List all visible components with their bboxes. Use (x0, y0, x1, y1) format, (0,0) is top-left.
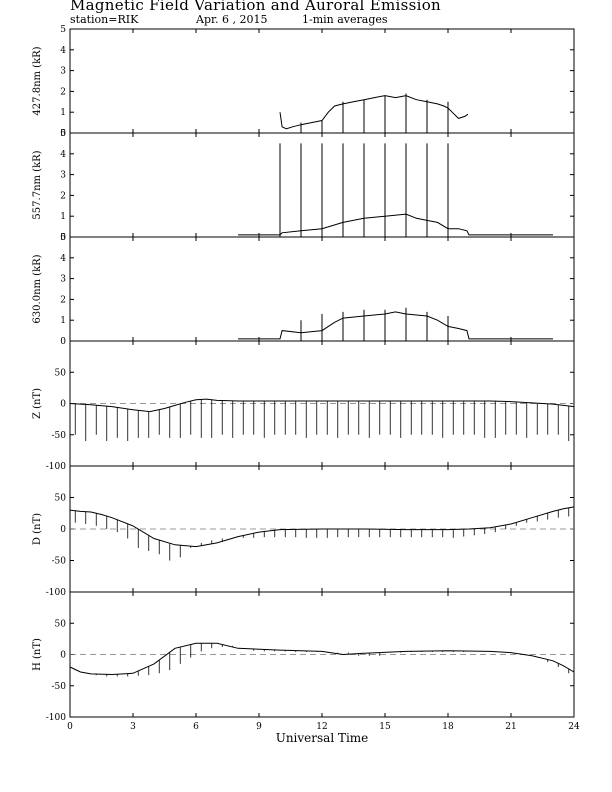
y-tick-label: -100 (46, 588, 66, 598)
panel-p4278 (69, 28, 575, 134)
series-line (69, 506, 575, 548)
x-tick-label: 24 (568, 722, 580, 732)
y-tick-label: 1 (60, 212, 66, 222)
y-tick-label: 1 (60, 316, 66, 326)
x-tick-label: 9 (256, 722, 262, 732)
x-tick-label: 21 (505, 722, 516, 732)
x-axis-label: Universal Time (276, 731, 369, 745)
y-tick-label: 3 (60, 275, 66, 285)
panel-pZ (69, 340, 575, 467)
y-tick-label: 0 (60, 337, 66, 347)
averaging-label: 1-min averages (302, 13, 388, 26)
y-tick-label: 50 (55, 494, 67, 504)
panel-frame (69, 28, 575, 134)
x-tick-label: 6 (193, 722, 199, 732)
y-tick-label: -50 (52, 557, 67, 567)
y-axis-label: D (nT) (32, 513, 43, 545)
y-tick-label: 4 (60, 150, 66, 160)
series-line (238, 311, 553, 340)
y-tick-label: 2 (60, 191, 66, 201)
y-tick-label: 3 (60, 67, 66, 77)
y-axis-label: 630.0nm (kR) (32, 254, 43, 323)
x-tick-label: 0 (67, 722, 73, 732)
y-axis-label: 427.8nm (kR) (32, 46, 43, 115)
y-tick-label: 5 (60, 233, 66, 243)
y-tick-label: 0 (60, 525, 66, 535)
station-label: station=RIK (70, 13, 139, 26)
y-tick-label: -50 (52, 431, 67, 441)
y-tick-label: -100 (46, 713, 66, 723)
x-tick-label: 12 (316, 722, 327, 732)
y-tick-label: 5 (60, 25, 66, 35)
panel-p6300 (69, 236, 575, 342)
x-tick-label: 18 (442, 722, 454, 732)
y-axis-label: 557.7nm (kR) (32, 150, 43, 219)
series-line (238, 213, 553, 236)
y-axis-label: H (nT) (32, 638, 43, 671)
y-tick-label: 1 (60, 108, 66, 118)
y-tick-label: 50 (55, 619, 67, 629)
series-line (69, 398, 575, 413)
y-tick-label: 0 (60, 400, 66, 410)
y-tick-label: 0 (60, 129, 66, 139)
x-tick-label: 3 (130, 722, 136, 732)
y-tick-label: -100 (46, 462, 66, 472)
y-tick-label: 0 (60, 233, 66, 243)
y-tick-label: 50 (55, 368, 67, 378)
y-tick-label: 4 (60, 46, 66, 56)
x-tick-label: 15 (379, 722, 391, 732)
panel-pH (69, 591, 575, 718)
y-tick-label: 2 (60, 295, 66, 305)
series-line (69, 642, 575, 676)
y-tick-label: 2 (60, 87, 66, 97)
y-tick-label: 5 (60, 129, 66, 139)
chart-title: Magnetic Field Variation and Auroral Emi… (70, 0, 441, 14)
y-tick-label: 0 (60, 651, 66, 661)
y-tick-label: -50 (52, 682, 67, 692)
y-tick-label: 3 (60, 171, 66, 181)
y-axis-label: Z (nT) (32, 388, 43, 419)
panel-p5577 (69, 132, 575, 238)
y-tick-label: 4 (60, 254, 66, 264)
panel-pD (69, 465, 575, 593)
date-label: Apr. 6 , 2015 (196, 13, 268, 26)
series-line (279, 95, 469, 130)
